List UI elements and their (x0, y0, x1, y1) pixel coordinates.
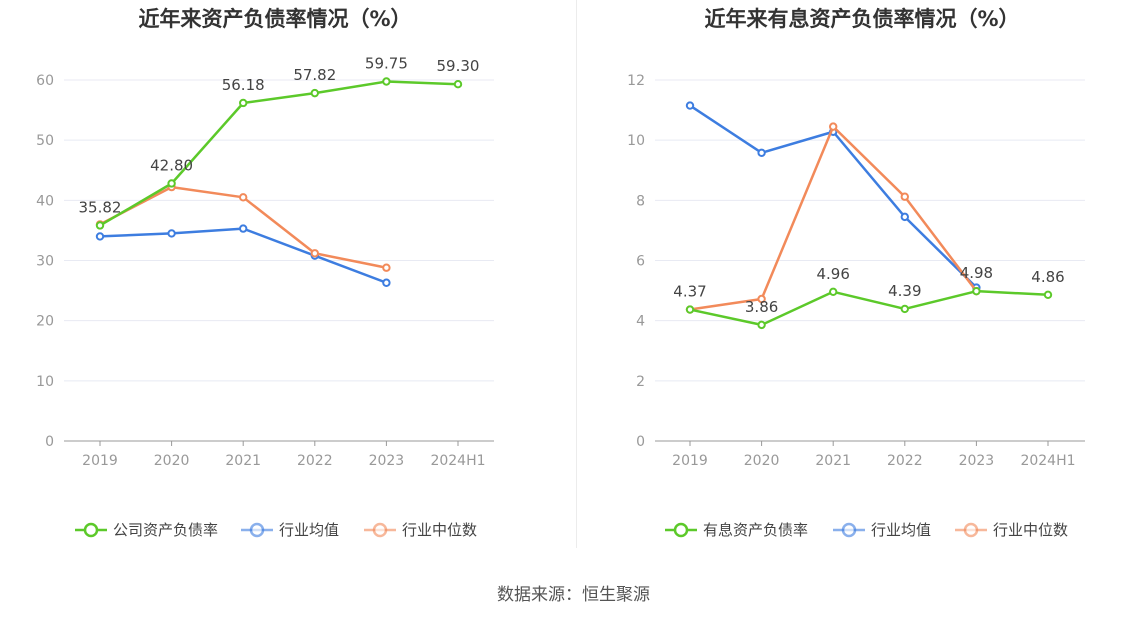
y-tick-label: 60 (36, 73, 54, 89)
x-tick-label: 2020 (744, 453, 780, 469)
y-tick-label: 6 (636, 254, 645, 270)
data-point (758, 322, 764, 328)
data-point (240, 194, 246, 200)
chart-title-1: 近年来资产负债率情况（%） (138, 7, 411, 31)
data-point (240, 225, 246, 231)
x-tick-label: 2021 (815, 453, 851, 469)
data-label: 42.80 (150, 156, 193, 174)
data-point (383, 280, 389, 286)
series-line-1 (690, 291, 1048, 325)
y-tick-label: 50 (36, 133, 54, 149)
y-tick-label: 0 (45, 434, 54, 450)
legend-label: 公司资产负债率 (113, 521, 218, 539)
legend-label: 行业中位数 (993, 521, 1068, 539)
legend-marker-icon (843, 524, 855, 536)
x-tick-label: 2022 (887, 453, 923, 469)
x-tick-label: 2024H1 (430, 453, 485, 469)
legend-marker-icon (675, 524, 687, 536)
source-note: 数据来源：恒生聚源 (0, 580, 1147, 605)
data-point (168, 230, 174, 236)
data-point (687, 306, 693, 312)
data-label: 35.82 (79, 198, 122, 216)
data-point (312, 90, 318, 96)
data-point (758, 150, 764, 156)
series-line-1 (100, 82, 458, 226)
legend-marker-icon (85, 524, 97, 536)
y-tick-label: 12 (627, 73, 645, 89)
data-label: 59.30 (437, 57, 480, 75)
x-tick-label: 2019 (82, 453, 118, 469)
legend-marker-icon (374, 524, 386, 536)
legend-marker-icon (251, 524, 263, 536)
data-point (830, 289, 836, 295)
data-point (383, 265, 389, 271)
y-tick-label: 8 (636, 193, 645, 209)
x-tick-label: 2021 (225, 453, 261, 469)
y-tick-label: 10 (36, 374, 54, 390)
x-tick-label: 2024H1 (1020, 453, 1075, 469)
x-tick-label: 2019 (672, 453, 708, 469)
data-point (97, 222, 103, 228)
data-point (902, 306, 908, 312)
data-label: 4.39 (888, 282, 921, 300)
x-tick-label: 2022 (297, 453, 333, 469)
chart-divider (576, 0, 577, 548)
data-label: 56.18 (222, 76, 265, 94)
data-point (973, 288, 979, 294)
y-tick-label: 20 (36, 314, 54, 330)
legend-marker-icon (965, 524, 977, 536)
legend-label: 有息资产负债率 (703, 521, 808, 539)
y-tick-label: 30 (36, 254, 54, 270)
data-point (455, 81, 461, 87)
data-point (97, 233, 103, 239)
y-tick-label: 4 (636, 314, 645, 330)
y-tick-label: 10 (627, 133, 645, 149)
data-point (168, 180, 174, 186)
data-label: 4.86 (1031, 268, 1064, 286)
data-point (312, 250, 318, 256)
data-label: 4.37 (673, 283, 706, 301)
x-tick-label: 2023 (959, 453, 995, 469)
data-point (902, 214, 908, 220)
legend-label: 行业均值 (279, 521, 339, 539)
y-tick-label: 40 (36, 193, 54, 209)
data-label: 59.75 (365, 55, 408, 73)
data-label: 57.82 (293, 66, 336, 84)
legend-label: 行业中位数 (402, 521, 477, 539)
series-line-2 (100, 229, 386, 283)
data-point (1045, 292, 1051, 298)
x-tick-label: 2020 (154, 453, 190, 469)
chart-title-2: 近年来有息资产负债率情况（%） (704, 7, 1019, 31)
data-label: 4.98 (960, 264, 993, 282)
data-label: 3.86 (745, 298, 778, 316)
y-tick-label: 2 (636, 374, 645, 390)
charts-canvas: 近年来资产负债率情况（%）01020304050602019 2020 2021 20… (0, 0, 1147, 619)
data-point (687, 102, 693, 108)
legend-label: 行业均值 (871, 521, 931, 539)
data-point (240, 100, 246, 106)
y-tick-label: 0 (636, 434, 645, 450)
x-tick-label: 2023 (369, 453, 405, 469)
data-point (902, 194, 908, 200)
data-point (383, 78, 389, 84)
data-label: 4.96 (816, 265, 849, 283)
data-point (830, 123, 836, 129)
